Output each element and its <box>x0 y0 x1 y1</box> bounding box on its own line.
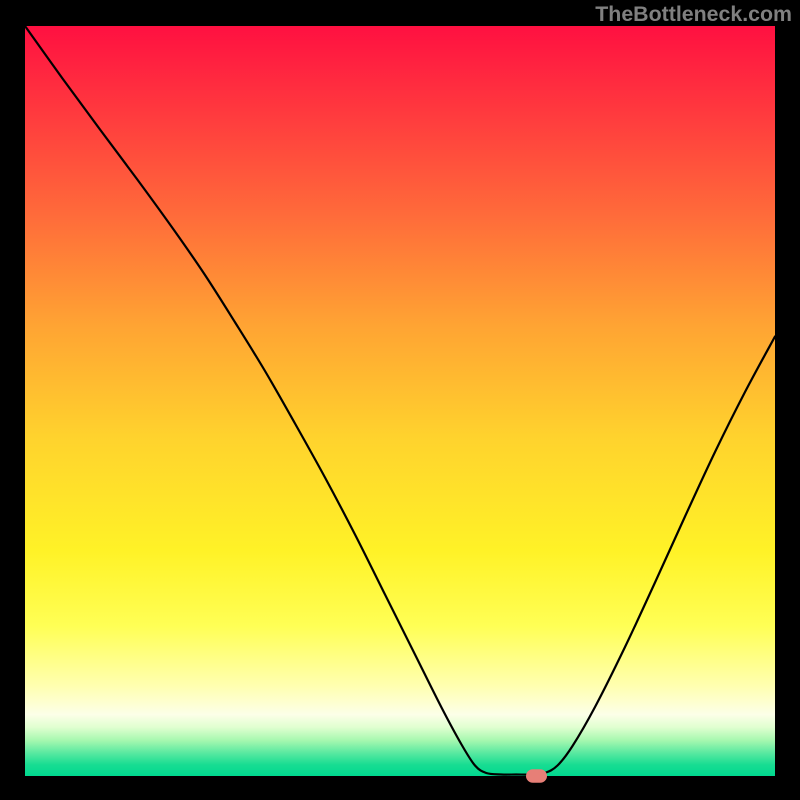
attribution-label: TheBottleneck.com <box>595 2 792 27</box>
optimal-point-marker <box>526 769 547 783</box>
bottleneck-curve-chart <box>0 0 800 800</box>
plot-background <box>25 26 775 776</box>
chart-container: TheBottleneck.com <box>0 0 800 800</box>
